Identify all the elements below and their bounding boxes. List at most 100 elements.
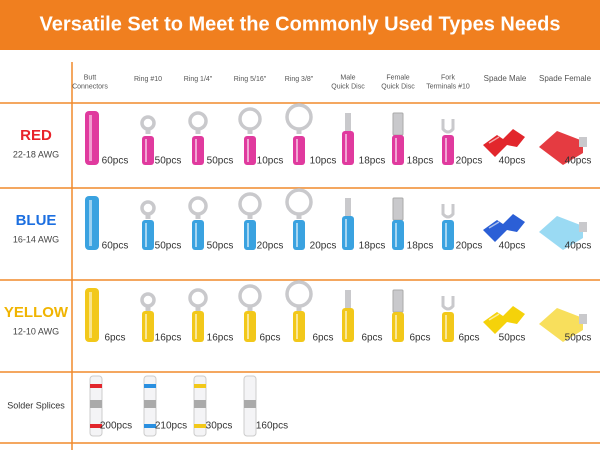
- neck: [145, 306, 151, 311]
- quantity: 210pcs: [155, 421, 187, 432]
- row-label: Solder Splices: [7, 400, 65, 410]
- quantity: 18pcs: [407, 241, 434, 252]
- solder-splice: [243, 375, 257, 437]
- tab: [392, 289, 404, 313]
- quantity: 16pcs: [155, 333, 182, 344]
- barrel: [293, 311, 305, 342]
- barrel: [342, 308, 354, 342]
- ring: [285, 103, 313, 131]
- title: Versatile Set to Meet the Commonly Used …: [40, 13, 561, 35]
- quantity: 6pcs: [312, 333, 333, 344]
- column-header: Butt: [84, 74, 97, 81]
- ring: [238, 192, 262, 216]
- neck: [247, 306, 253, 311]
- quantity: 18pcs: [359, 241, 386, 252]
- tab: [579, 137, 587, 147]
- shine: [247, 223, 249, 247]
- connector-ring: [285, 103, 313, 165]
- barrel: [293, 220, 305, 250]
- connector-ring: [238, 192, 262, 250]
- connector-ring: [188, 196, 208, 250]
- tab: [392, 197, 404, 221]
- quantity: 6pcs: [458, 333, 479, 344]
- connector-ring: [188, 111, 208, 165]
- barrel: [442, 135, 454, 165]
- barrel: [244, 136, 256, 165]
- quantity: 10pcs: [257, 156, 284, 167]
- barrel: [342, 131, 354, 165]
- shine: [345, 311, 347, 339]
- neck: [195, 129, 201, 134]
- column-header: Ring 5/16": [234, 76, 267, 83]
- quantity: 20pcs: [456, 156, 483, 167]
- shine: [247, 314, 249, 339]
- band: [144, 384, 156, 388]
- ring: [238, 284, 262, 308]
- solder: [244, 400, 256, 408]
- row-gauge: 22-18 AWG: [13, 149, 59, 159]
- shine: [145, 139, 147, 162]
- barrel: [442, 220, 454, 250]
- quantity: 40pcs: [499, 156, 526, 167]
- shine: [395, 223, 397, 247]
- row-label: YELLOW: [4, 304, 69, 321]
- column-header: Spade Female: [539, 74, 592, 83]
- barrel: [442, 312, 454, 342]
- spade: [539, 308, 583, 342]
- column-header: Fork: [441, 74, 456, 81]
- quantity: 60pcs: [102, 156, 129, 167]
- shine: [345, 219, 347, 247]
- neck: [195, 214, 201, 219]
- connector-male: [342, 290, 354, 342]
- ring: [188, 196, 208, 216]
- quantity: 18pcs: [407, 156, 434, 167]
- quantity: 18pcs: [359, 156, 386, 167]
- column-header: Ring 1/4": [184, 76, 213, 83]
- neck: [296, 306, 302, 311]
- quantity: 20pcs: [310, 241, 337, 252]
- shine: [395, 138, 397, 162]
- quantity: 6pcs: [259, 333, 280, 344]
- connector-ring: [238, 107, 262, 165]
- fork: [441, 204, 455, 219]
- column-header: Ring #10: [134, 76, 162, 83]
- quantity: 50pcs: [207, 241, 234, 252]
- barrel: [244, 220, 256, 250]
- row-label: BLUE: [16, 212, 57, 229]
- row-gauge: 16-14 AWG: [13, 234, 59, 244]
- connector-fork: [441, 119, 455, 165]
- band: [194, 384, 206, 388]
- band: [194, 424, 206, 428]
- quantity: 20pcs: [257, 241, 284, 252]
- fork: [441, 119, 455, 134]
- quantity: 10pcs: [310, 156, 337, 167]
- quantity: 16pcs: [207, 333, 234, 344]
- connector-ring: [140, 200, 156, 250]
- connector-spadem: [483, 129, 525, 157]
- quantity: 50pcs: [565, 333, 592, 344]
- ring: [140, 292, 156, 308]
- tab: [345, 198, 351, 220]
- quantity: 6pcs: [361, 333, 382, 344]
- shine: [195, 223, 197, 247]
- tab: [345, 290, 351, 312]
- shine: [145, 223, 147, 247]
- spade-shine: [488, 136, 500, 144]
- shine: [89, 200, 92, 246]
- shine: [445, 138, 447, 162]
- spade-shine: [488, 221, 500, 229]
- solder: [194, 400, 206, 408]
- shine: [296, 139, 298, 162]
- barrel: [142, 220, 154, 250]
- barrel: [342, 216, 354, 250]
- barrel: [192, 220, 204, 250]
- tab: [579, 314, 587, 324]
- quantity: 50pcs: [207, 156, 234, 167]
- fork: [441, 296, 455, 311]
- quantity: 40pcs: [565, 156, 592, 167]
- column-header: Male: [340, 74, 355, 81]
- quantity: 40pcs: [499, 241, 526, 252]
- connector-female: [392, 112, 404, 165]
- quantity: 30pcs: [206, 421, 233, 432]
